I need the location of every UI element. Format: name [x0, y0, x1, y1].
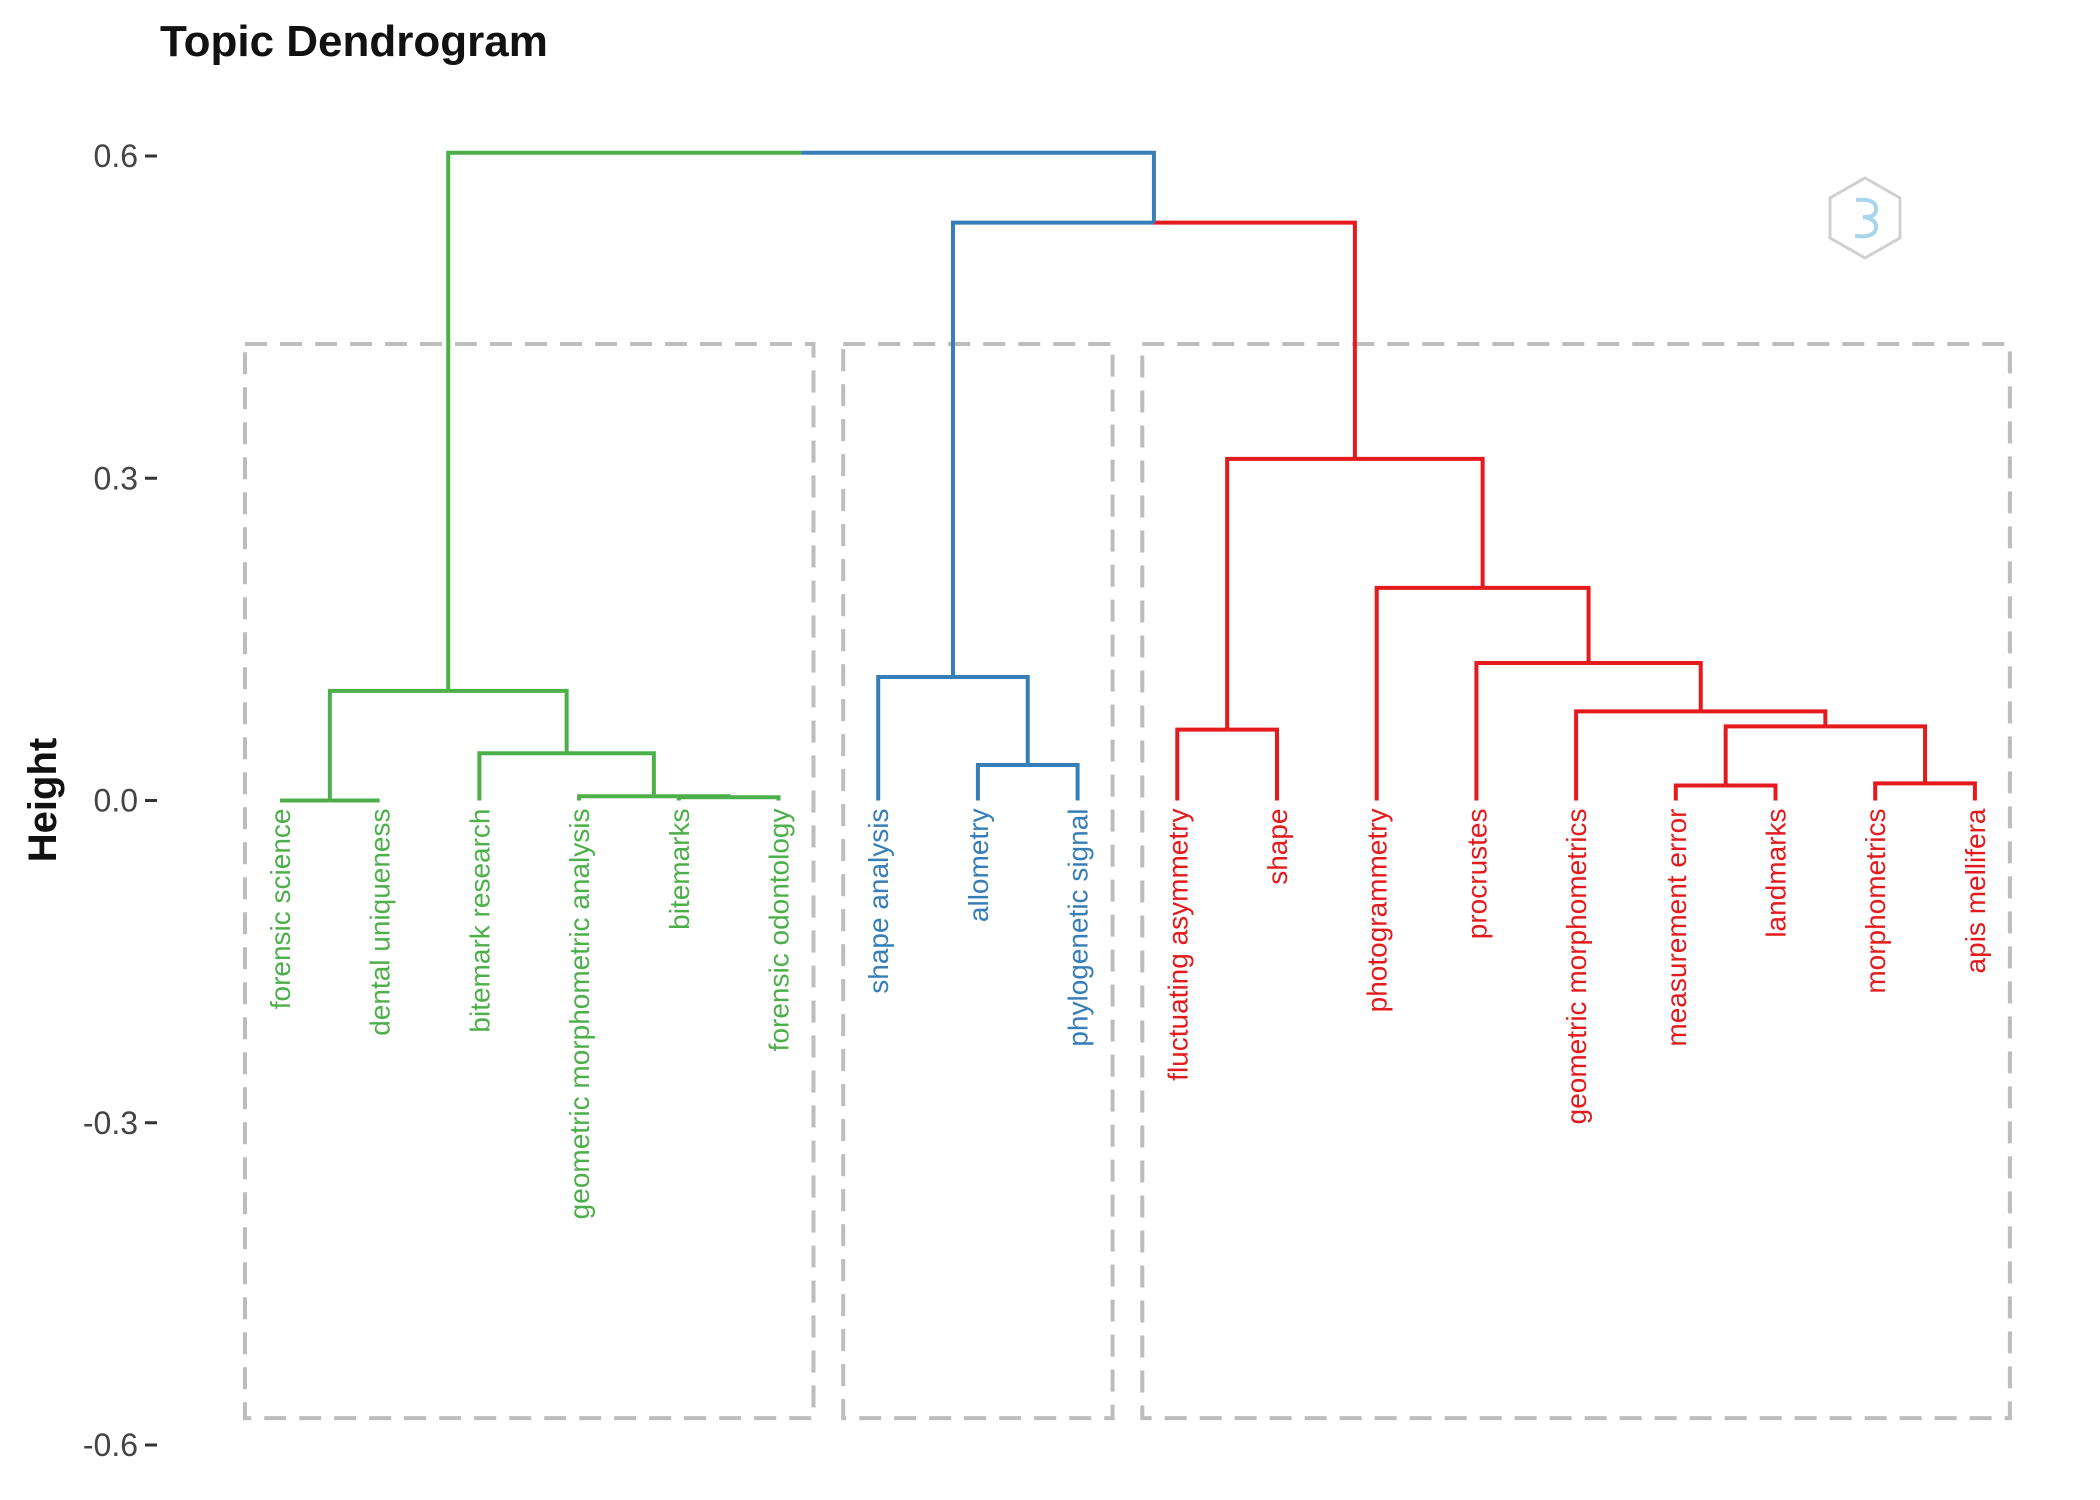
y-tick-label: 0.0: [94, 783, 138, 819]
y-axis-label: Height: [21, 738, 65, 862]
leaf-label: morphometrics: [1860, 809, 1891, 994]
cluster-box: [841, 341, 1115, 1421]
dendrogram-branch: [952, 674, 1030, 766]
dendrogram-branch: [1574, 709, 1701, 801]
leaf-label: shape: [1262, 809, 1293, 885]
dendrogram-branch: [577, 794, 654, 801]
y-tick-label: 0.3: [94, 460, 138, 496]
dendrogram-branch: [1925, 781, 1977, 801]
dendrogram-branch: [1700, 709, 1828, 727]
leaf-label: dental uniqueness: [365, 809, 396, 1036]
dendrogram-branch: [1588, 661, 1703, 712]
leaf-label: landmarks: [1761, 809, 1792, 938]
dendrogram-branch: [1873, 781, 1926, 801]
cluster-box: [1140, 341, 2012, 1421]
dendrogram-branch: [477, 751, 567, 801]
cluster-boxes: [243, 341, 2012, 1421]
leaf-label: fluctuating asymmetry: [1162, 809, 1193, 1081]
dendrogram-branch: [1027, 763, 1080, 801]
dendrogram-branch: [1374, 585, 1483, 801]
dendrogram-branch: [566, 751, 656, 797]
dendrogram-branch: [1153, 220, 1357, 459]
y-tick-label: 0.6: [94, 138, 138, 174]
dendrogram-branch: [327, 688, 449, 801]
leaf-label: forensic odontology: [764, 809, 795, 1052]
dendrogram-branch: [1482, 585, 1591, 664]
leaf-label: photogrammetry: [1362, 809, 1393, 1013]
leaf-label: geometric morphometrics: [1561, 809, 1592, 1125]
y-axis: 0.6 0.3 0.0 -0.3 -0.6: [83, 138, 157, 1463]
dendrogram-branch: [448, 688, 569, 754]
dendrogram-branch: [1673, 783, 1726, 801]
leaf-label: allometry: [963, 809, 994, 923]
y-tick-label: -0.6: [83, 1427, 138, 1463]
leaf-label: apis mellifera: [1960, 808, 1991, 973]
dendrogram-branch: [801, 150, 1156, 223]
leaf-label: procrustes: [1461, 809, 1492, 940]
leaf-label: bitemark research: [464, 809, 495, 1033]
leaf-label: shape analysis: [863, 809, 894, 994]
dendrogram-branch: [446, 150, 802, 691]
leaf-label: geometric morphometric analysis: [564, 809, 595, 1220]
dendrogram-branch: [1725, 783, 1778, 801]
chart-title: Topic Dendrogram: [160, 17, 548, 66]
leaf-label: forensic science: [265, 809, 296, 1010]
dendrogram-branch: [876, 674, 953, 801]
cluster-box: [243, 341, 816, 1421]
dendrogram-branch: [1723, 724, 1826, 786]
y-tick-label: -0.3: [83, 1105, 138, 1141]
leaf-labels: forensic science dental uniqueness bitemar…: [265, 808, 1991, 1219]
dendrogram-branch: [728, 795, 781, 801]
dendrogram-branch: [1225, 456, 1355, 730]
dendrogram-branch: [1474, 661, 1589, 801]
dendrogram-branches: [280, 150, 1977, 803]
dendrogram-branch: [975, 763, 1028, 801]
leaf-label: measurement error: [1661, 809, 1692, 1047]
leaf-label: bitemarks: [664, 809, 695, 930]
dendrogram-branch: [1354, 456, 1485, 588]
dendrogram-branch: [950, 220, 1154, 677]
dendrogram-branch: [1825, 724, 1928, 784]
watermark-logo: [1828, 176, 1902, 260]
dendrogram-branch: [1175, 727, 1228, 801]
leaf-label: phylogenetic signal: [1063, 809, 1094, 1047]
dendrogram-branch: [653, 794, 731, 799]
dendrogram-branch: [1227, 727, 1279, 801]
